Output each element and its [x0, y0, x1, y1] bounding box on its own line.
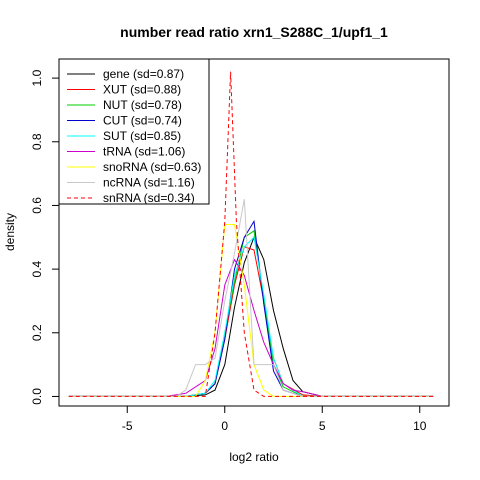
legend-box: [58, 58, 210, 205]
chart-title: number read ratio xrn1_S288C_1/upf1_1: [120, 24, 388, 40]
series-line-6: [68, 224, 434, 397]
x-tick-label: 10: [413, 419, 427, 433]
series-layer: [68, 71, 434, 397]
legend-label-3: CUT (sd=0.74): [103, 114, 182, 128]
y-axis: 0.0 0.2 0.4 0.6 0.8 1.0: [30, 69, 60, 405]
legend-label-4: SUT (sd=0.85): [103, 129, 181, 143]
series-line-8: [68, 71, 434, 397]
y-tick-label: 0.2: [30, 324, 44, 341]
legend-label-6: snoRNA (sd=0.63): [103, 160, 201, 174]
y-tick-label: 1.0: [30, 69, 44, 86]
series-line-5: [68, 258, 434, 397]
y-axis-label: density: [3, 213, 17, 251]
series-line-7: [68, 199, 434, 397]
legend-label-5: tRNA (sd=1.06): [103, 145, 185, 159]
x-axis-label: log2 ratio: [229, 450, 279, 464]
y-tick-label: 0.8: [30, 133, 44, 150]
x-tick-label: 5: [319, 419, 326, 433]
legend-label-8: snRNA (sd=0.34): [103, 191, 195, 205]
x-tick-label: 0: [221, 419, 228, 433]
legend-label-7: ncRNA (sd=1.16): [103, 176, 195, 190]
x-axis: -5 0 5 10: [122, 405, 427, 433]
y-tick-label: 0.6: [30, 197, 44, 214]
x-tick-label: -5: [122, 419, 133, 433]
y-tick-label: 0.0: [30, 388, 44, 405]
legend: gene (sd=0.87) XUT (sd=0.88)NUT (sd=0.78)…: [58, 58, 210, 205]
legend-label-0: gene (sd=0.87): [103, 67, 184, 81]
legend-label-2: NUT (sd=0.78): [103, 98, 182, 112]
legend-label-1: XUT (sd=0.88): [103, 83, 181, 97]
y-tick-label: 0.4: [30, 260, 44, 277]
